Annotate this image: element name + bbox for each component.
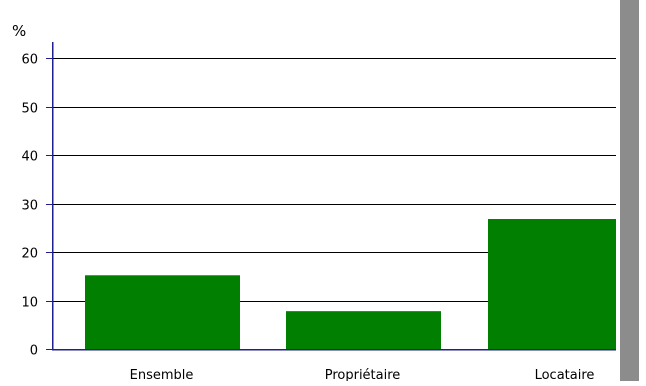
x-category-label: Propriétaire bbox=[325, 368, 401, 381]
x-axis-categories: Ensemble Propriétaire Locataire bbox=[130, 368, 595, 383]
y-axis-ticks: 0 10 20 30 40 50 60 bbox=[21, 53, 52, 359]
x-category-label: Locataire bbox=[535, 368, 595, 381]
bar bbox=[85, 275, 240, 349]
x-category-label: Ensemble bbox=[130, 368, 194, 381]
vertical-scrollbar[interactable] bbox=[620, 0, 639, 381]
y-tick-label: 10 bbox=[21, 296, 38, 311]
y-tick-label: 30 bbox=[21, 199, 38, 214]
y-tick-label: 20 bbox=[21, 247, 38, 262]
bar bbox=[488, 219, 616, 349]
y-tick-label: 0 bbox=[30, 344, 38, 359]
bar bbox=[286, 311, 441, 349]
y-axis-unit-label: % bbox=[12, 22, 26, 40]
bars bbox=[85, 219, 616, 349]
y-tick-label: 40 bbox=[21, 150, 38, 165]
y-tick-label: 60 bbox=[21, 53, 38, 68]
y-tick-label: 50 bbox=[21, 102, 38, 117]
